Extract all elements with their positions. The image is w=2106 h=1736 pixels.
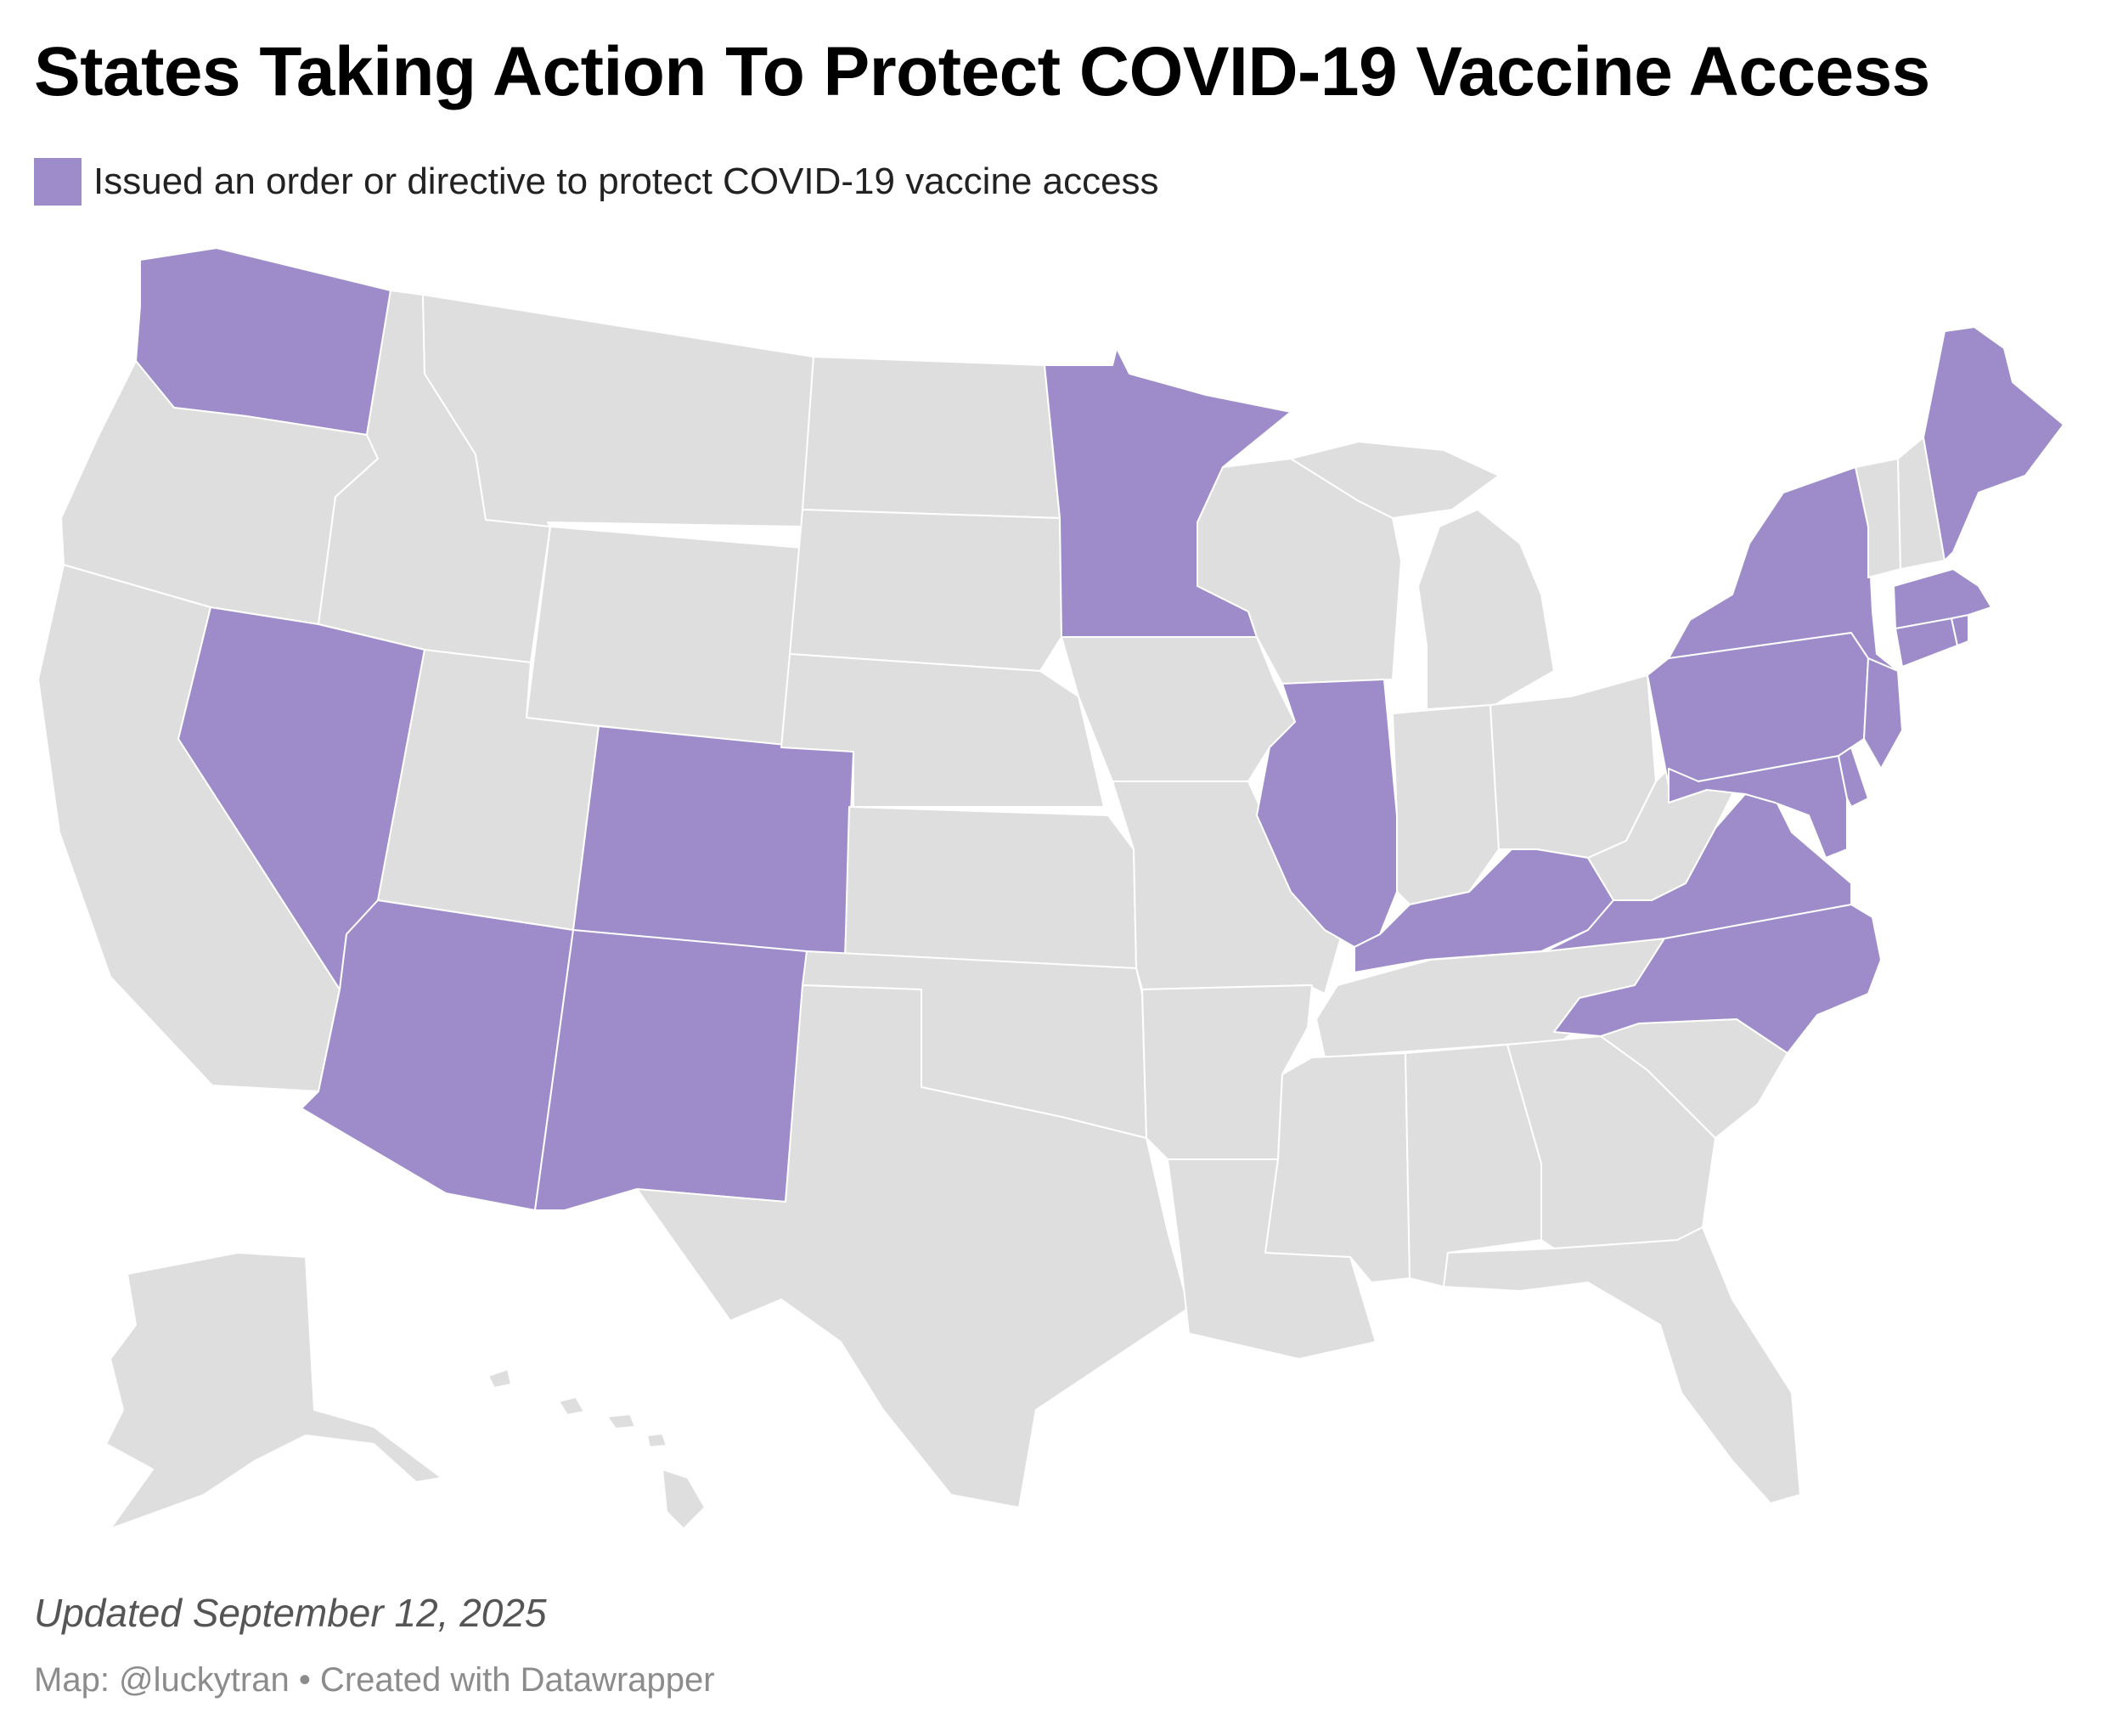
state-co[interactable] <box>572 725 854 956</box>
legend: Issued an order or directive to protect … <box>34 158 1159 206</box>
updated-date: Updated September 12, 2025 <box>34 1591 547 1635</box>
state-nc[interactable] <box>1553 904 1882 1054</box>
state-hi[interactable] <box>487 1368 706 1530</box>
legend-swatch <box>34 158 82 206</box>
us-map <box>37 247 2064 1530</box>
state-nm[interactable] <box>534 929 808 1211</box>
state-nd[interactable] <box>802 356 1061 519</box>
state-ia[interactable] <box>1061 636 1296 782</box>
state-de[interactable] <box>1838 747 1869 808</box>
state-md[interactable] <box>1668 755 1848 859</box>
state-wy[interactable] <box>526 526 803 748</box>
state-ak[interactable] <box>105 1252 442 1530</box>
page-title: States Taking Action To Protect COVID-19… <box>34 33 1930 110</box>
state-ma[interactable] <box>1893 568 1992 629</box>
state-mi[interactable] <box>1290 441 1555 710</box>
state-nj[interactable] <box>1863 657 1903 769</box>
state-fl[interactable] <box>1443 1226 1801 1504</box>
state-wi[interactable] <box>1197 458 1402 685</box>
state-sd[interactable] <box>789 509 1062 672</box>
state-ks[interactable] <box>844 806 1137 969</box>
state-ne[interactable] <box>780 653 1105 808</box>
state-me[interactable] <box>1923 326 2064 561</box>
state-vt[interactable] <box>1855 458 1901 578</box>
state-il[interactable] <box>1256 679 1398 948</box>
state-tx[interactable] <box>636 984 1190 1508</box>
state-in[interactable] <box>1392 704 1500 905</box>
legend-label: Issued an order or directive to protect … <box>93 161 1159 202</box>
state-ms[interactable] <box>1264 1052 1411 1283</box>
credit-line: Map: @luckytran • Created with Datawrapp… <box>34 1661 715 1699</box>
state-mt[interactable] <box>422 294 814 527</box>
